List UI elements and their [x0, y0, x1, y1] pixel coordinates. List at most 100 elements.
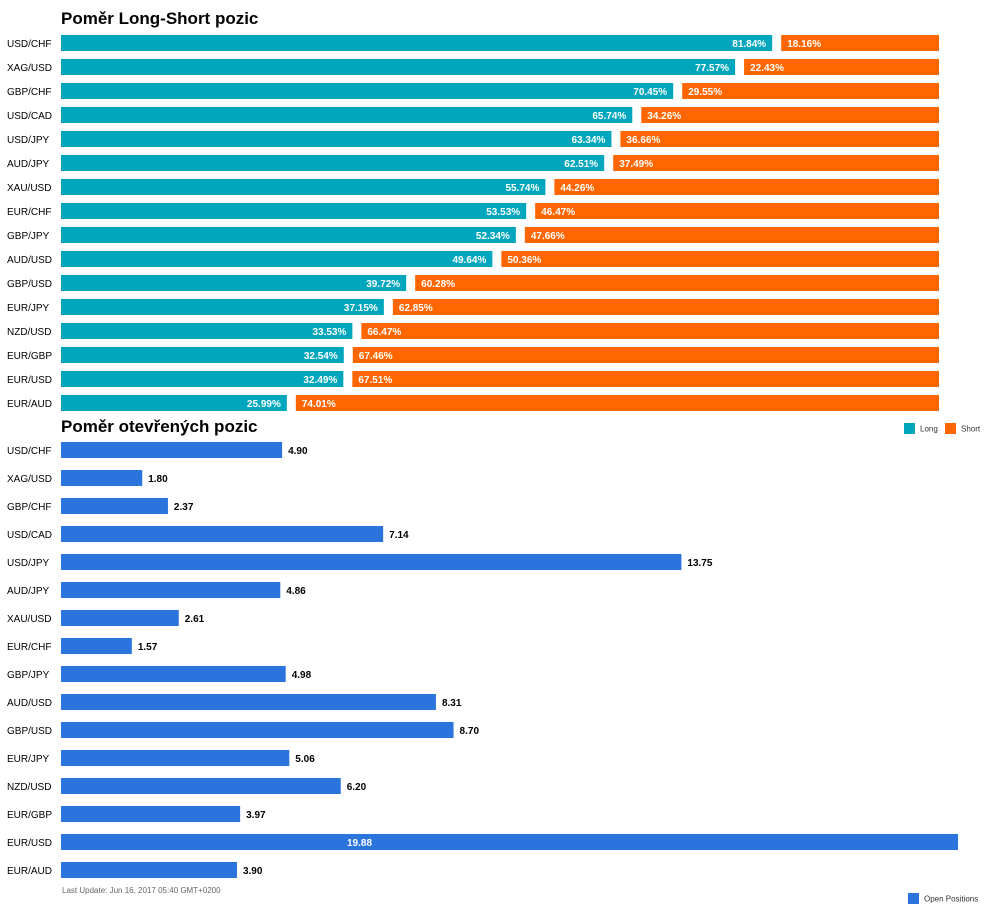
- category-label-eur-usd: EUR/USD: [7, 838, 52, 849]
- short-value-label-aud-usd: 50.36%: [507, 255, 541, 266]
- category-label-xag-usd: XAG/USD: [7, 63, 52, 74]
- long-value-label-gbp-usd: 39.72%: [366, 279, 400, 290]
- open-positions-value-label-usd-jpy: 13.75: [687, 558, 712, 569]
- category-label-aud-usd: AUD/USD: [7, 255, 52, 266]
- category-label-gbp-jpy: GBP/JPY: [7, 670, 50, 681]
- short-value-label-usd-cad: 34.26%: [647, 111, 681, 122]
- category-label-eur-gbp: EUR/GBP: [7, 810, 52, 821]
- long-value-label-usd-cad: 65.74%: [592, 111, 626, 122]
- long-bar-eur-chf: [61, 203, 527, 219]
- open-positions-bar-aud-jpy: [61, 582, 281, 598]
- short-bar-xag-usd: [744, 59, 939, 75]
- category-label-xau-usd: XAU/USD: [7, 614, 51, 625]
- long-value-label-xau-usd: 55.74%: [505, 183, 539, 194]
- category-label-gbp-usd: GBP/USD: [7, 279, 52, 290]
- legend-swatch-long: [904, 423, 915, 434]
- long-bar-usd-cad: [61, 107, 633, 123]
- open-positions-value-label-eur-chf: 1.57: [138, 642, 158, 653]
- short-value-label-gbp-usd: 60.28%: [421, 279, 455, 290]
- open-positions-bar-usd-chf: [61, 442, 283, 458]
- category-label-usd-chf: USD/CHF: [7, 446, 51, 457]
- long-short-chart-title: Poměr Long-Short pozic: [61, 9, 259, 28]
- short-value-label-usd-chf: 18.16%: [787, 39, 821, 50]
- category-label-usd-cad: USD/CAD: [7, 530, 52, 541]
- category-label-aud-jpy: AUD/JPY: [7, 586, 50, 597]
- legend-label-short: Short: [961, 425, 981, 434]
- open-positions-bar-nzd-usd: [61, 778, 341, 794]
- category-label-gbp-chf: GBP/CHF: [7, 502, 51, 513]
- short-value-label-gbp-chf: 29.55%: [688, 87, 722, 98]
- short-bar-gbp-chf: [682, 83, 939, 99]
- category-label-nzd-usd: NZD/USD: [7, 327, 51, 338]
- open-positions-bar-aud-usd: [61, 694, 436, 710]
- long-value-label-gbp-chf: 70.45%: [633, 87, 667, 98]
- open-positions-chart-title: Poměr otevřených pozic: [61, 417, 258, 436]
- category-label-eur-aud: EUR/AUD: [7, 399, 52, 410]
- long-bar-aud-jpy: [61, 155, 605, 171]
- open-positions-value-label-eur-jpy: 5.06: [295, 754, 315, 765]
- category-label-gbp-jpy: GBP/JPY: [7, 231, 50, 242]
- short-value-label-eur-jpy: 62.85%: [399, 303, 433, 314]
- short-value-label-eur-chf: 46.47%: [541, 207, 575, 218]
- legend-swatch-short: [945, 423, 956, 434]
- short-value-label-xau-usd: 44.26%: [560, 183, 594, 194]
- short-bar-usd-cad: [641, 107, 939, 123]
- short-bar-nzd-usd: [361, 323, 939, 339]
- open-positions-value-label-usd-cad: 7.14: [389, 530, 409, 541]
- category-label-usd-jpy: USD/JPY: [7, 135, 50, 146]
- short-bar-eur-chf: [535, 203, 939, 219]
- long-value-label-usd-chf: 81.84%: [732, 39, 766, 50]
- category-label-xag-usd: XAG/USD: [7, 474, 52, 485]
- open-positions-bar-eur-chf: [61, 638, 132, 654]
- short-bar-eur-usd: [352, 371, 939, 387]
- open-positions-value-label-eur-aud: 3.90: [243, 866, 263, 877]
- long-value-label-xag-usd: 77.57%: [695, 63, 729, 74]
- long-bar-usd-jpy: [61, 131, 612, 147]
- open-positions-value-label-aud-usd: 8.31: [442, 698, 462, 709]
- category-label-eur-aud: EUR/AUD: [7, 866, 52, 877]
- short-value-label-gbp-jpy: 47.66%: [531, 231, 565, 242]
- short-bar-aud-usd: [501, 251, 939, 267]
- open-positions-value-label-gbp-jpy: 4.98: [292, 670, 312, 681]
- category-label-gbp-chf: GBP/CHF: [7, 87, 51, 98]
- short-bar-gbp-jpy: [524, 227, 939, 243]
- long-value-label-eur-chf: 53.53%: [486, 207, 520, 218]
- open-positions-bar-eur-jpy: [61, 750, 290, 766]
- category-label-usd-cad: USD/CAD: [7, 111, 52, 122]
- long-value-label-eur-gbp: 32.54%: [304, 351, 338, 362]
- open-positions-chart: USD/CHF 4.90 XAG/USD 1.80 GBP/CHF 2.37 USD/CAD…: [7, 442, 958, 878]
- long-bar-eur-aud: [61, 395, 287, 411]
- category-label-usd-chf: USD/CHF: [7, 39, 51, 50]
- short-bar-xau-usd: [554, 179, 939, 195]
- long-bar-nzd-usd: [61, 323, 353, 339]
- open-positions-bar-eur-gbp: [61, 806, 241, 822]
- long-value-label-aud-usd: 49.64%: [452, 255, 486, 266]
- category-label-aud-usd: AUD/USD: [7, 698, 52, 709]
- short-bar-eur-jpy: [392, 299, 939, 315]
- category-label-eur-jpy: EUR/JPY: [7, 303, 50, 314]
- long-value-label-nzd-usd: 33.53%: [312, 327, 346, 338]
- legend-label-open-positions: Open Positions: [924, 895, 978, 904]
- short-value-label-usd-jpy: 36.66%: [626, 135, 660, 146]
- long-bar-xag-usd: [61, 59, 736, 75]
- open-positions-bar-gbp-jpy: [61, 666, 286, 682]
- open-positions-bar-usd-cad: [61, 526, 384, 542]
- last-update-text: Last Update: Jun 16, 2017 05:40 GMT+0200: [62, 886, 221, 895]
- long-value-label-aud-jpy: 62.51%: [564, 159, 598, 170]
- open-positions-value-label-eur-usd: 19.88: [347, 838, 372, 849]
- short-bar-usd-chf: [781, 35, 939, 51]
- short-value-label-xag-usd: 22.43%: [750, 63, 784, 74]
- open-positions-value-label-xag-usd: 1.80: [148, 474, 168, 485]
- category-label-usd-jpy: USD/JPY: [7, 558, 50, 569]
- short-bar-eur-aud: [295, 395, 939, 411]
- open-positions-value-label-gbp-usd: 8.70: [460, 726, 480, 737]
- category-label-aud-jpy: AUD/JPY: [7, 159, 50, 170]
- open-positions-value-label-usd-chf: 4.90: [288, 446, 308, 457]
- short-bar-gbp-usd: [415, 275, 939, 291]
- category-label-eur-usd: EUR/USD: [7, 375, 52, 386]
- legend-label-long: Long: [920, 425, 938, 434]
- open-positions-bar-xau-usd: [61, 610, 179, 626]
- open-positions-value-label-eur-gbp: 3.97: [246, 810, 266, 821]
- long-bar-usd-chf: [61, 35, 773, 51]
